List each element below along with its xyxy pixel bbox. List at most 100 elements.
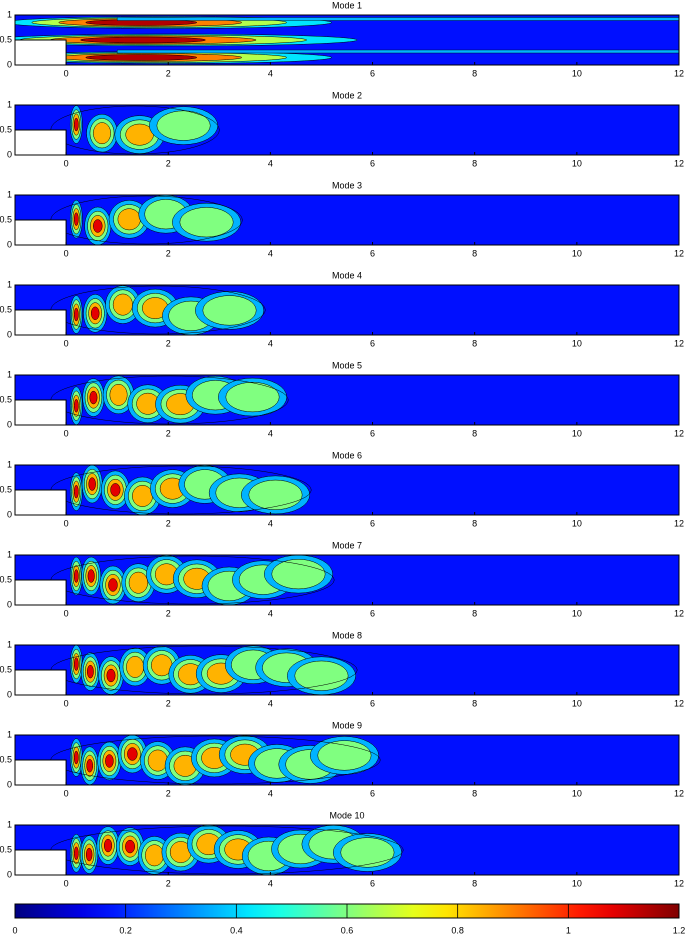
colorbar-tick-label: 1 bbox=[566, 925, 571, 935]
y-tick-label: 0 bbox=[7, 779, 12, 789]
x-tick-label: 10 bbox=[572, 878, 582, 888]
x-tick-label: 2 bbox=[166, 68, 171, 78]
contour-field bbox=[15, 195, 679, 245]
contour-field bbox=[15, 105, 679, 155]
y-tick-label: 0.5 bbox=[0, 574, 12, 584]
y-tick-label: 0.5 bbox=[0, 844, 12, 854]
x-tick-label: 6 bbox=[370, 608, 375, 618]
x-tick-label: 8 bbox=[472, 608, 477, 618]
x-tick-label: 4 bbox=[268, 698, 273, 708]
contour-field bbox=[15, 645, 679, 695]
x-tick-label: 0 bbox=[64, 428, 69, 438]
contour-lobe bbox=[93, 122, 111, 145]
x-tick-label: 8 bbox=[472, 68, 477, 78]
contour-lobe bbox=[73, 399, 79, 413]
x-tick-label: 8 bbox=[472, 518, 477, 528]
x-tick-label: 2 bbox=[166, 158, 171, 168]
contour-field bbox=[15, 15, 679, 65]
y-tick-label: 1 bbox=[7, 9, 12, 19]
x-tick-label: 12 bbox=[674, 788, 684, 798]
x-tick-label: 10 bbox=[572, 428, 582, 438]
plot-title: Mode 3 bbox=[332, 180, 362, 190]
contour-lobe bbox=[179, 207, 234, 238]
contour-lobe bbox=[117, 208, 141, 231]
x-tick-label: 12 bbox=[674, 518, 684, 528]
y-tick-label: 0.5 bbox=[0, 664, 12, 674]
x-tick-label: 2 bbox=[166, 338, 171, 348]
y-tick-label: 0 bbox=[7, 599, 12, 609]
step-block bbox=[14, 669, 67, 696]
y-tick-label: 0 bbox=[7, 149, 12, 159]
x-tick-label: 2 bbox=[166, 248, 171, 258]
x-tick-label: 4 bbox=[268, 68, 273, 78]
x-tick-label: 6 bbox=[370, 518, 375, 528]
plot-title: Mode 6 bbox=[332, 450, 362, 460]
contour-lobe bbox=[85, 847, 93, 862]
contour-lobe bbox=[147, 749, 168, 772]
x-tick-label: 2 bbox=[166, 608, 171, 618]
colorbar-tick-label: 0 bbox=[12, 925, 17, 935]
x-tick-label: 12 bbox=[674, 608, 684, 618]
x-tick-label: 10 bbox=[572, 248, 582, 258]
x-tick-label: 4 bbox=[268, 788, 273, 798]
x-tick-label: 12 bbox=[674, 878, 684, 888]
x-tick-label: 10 bbox=[572, 158, 582, 168]
contour-lobe bbox=[127, 747, 138, 761]
x-tick-label: 10 bbox=[572, 338, 582, 348]
x-tick-label: 4 bbox=[268, 248, 273, 258]
step-block bbox=[14, 399, 67, 426]
x-tick-label: 2 bbox=[166, 698, 171, 708]
step-block bbox=[14, 129, 67, 156]
y-tick-label: 0.5 bbox=[0, 124, 12, 134]
x-tick-label: 8 bbox=[472, 428, 477, 438]
step-block bbox=[14, 39, 67, 66]
contour-lobe bbox=[87, 569, 95, 583]
x-tick-label: 6 bbox=[370, 698, 375, 708]
x-tick-label: 8 bbox=[472, 338, 477, 348]
x-tick-label: 12 bbox=[674, 158, 684, 168]
contour-lobe bbox=[202, 295, 257, 326]
x-tick-label: 8 bbox=[472, 878, 477, 888]
x-tick-label: 8 bbox=[472, 788, 477, 798]
y-tick-label: 0 bbox=[7, 869, 12, 879]
contour-lobe bbox=[73, 307, 79, 322]
x-tick-label: 0 bbox=[64, 788, 69, 798]
y-tick-label: 0 bbox=[7, 239, 12, 249]
x-tick-label: 4 bbox=[268, 608, 273, 618]
x-tick-label: 12 bbox=[674, 248, 684, 258]
x-tick-label: 0 bbox=[64, 878, 69, 888]
contour-lobe bbox=[93, 219, 103, 233]
x-tick-label: 4 bbox=[268, 878, 273, 888]
contour-lobe bbox=[145, 844, 164, 867]
y-tick-label: 0.5 bbox=[0, 394, 12, 404]
x-tick-label: 6 bbox=[370, 878, 375, 888]
y-tick-label: 1 bbox=[7, 819, 12, 829]
contour-field bbox=[15, 825, 679, 875]
contour-lobe bbox=[126, 656, 144, 678]
step-block bbox=[14, 579, 67, 606]
contour-lobe bbox=[294, 660, 349, 691]
y-tick-label: 0.5 bbox=[0, 484, 12, 494]
y-tick-label: 0.5 bbox=[0, 754, 12, 764]
plot-title: Mode 8 bbox=[332, 630, 362, 640]
contour-lobe bbox=[73, 484, 79, 499]
contour-lobe bbox=[73, 750, 79, 765]
x-tick-label: 6 bbox=[370, 788, 375, 798]
contour-lobe bbox=[73, 117, 79, 132]
x-tick-label: 6 bbox=[370, 158, 375, 168]
x-tick-label: 8 bbox=[472, 698, 477, 708]
x-tick-label: 8 bbox=[472, 158, 477, 168]
x-tick-label: 0 bbox=[64, 608, 69, 618]
x-tick-label: 12 bbox=[674, 338, 684, 348]
colorbar-tick-label: 0.2 bbox=[119, 925, 132, 935]
y-tick-label: 0.5 bbox=[0, 34, 12, 44]
contour-lobe bbox=[73, 657, 79, 671]
x-tick-label: 0 bbox=[64, 338, 69, 348]
contour-field bbox=[15, 285, 679, 335]
x-tick-label: 6 bbox=[370, 338, 375, 348]
plot-title: Mode 5 bbox=[332, 360, 362, 370]
contour-streak bbox=[116, 49, 679, 54]
x-tick-label: 4 bbox=[268, 518, 273, 528]
contour-lobe bbox=[90, 306, 100, 321]
contour-lobe bbox=[105, 754, 114, 768]
